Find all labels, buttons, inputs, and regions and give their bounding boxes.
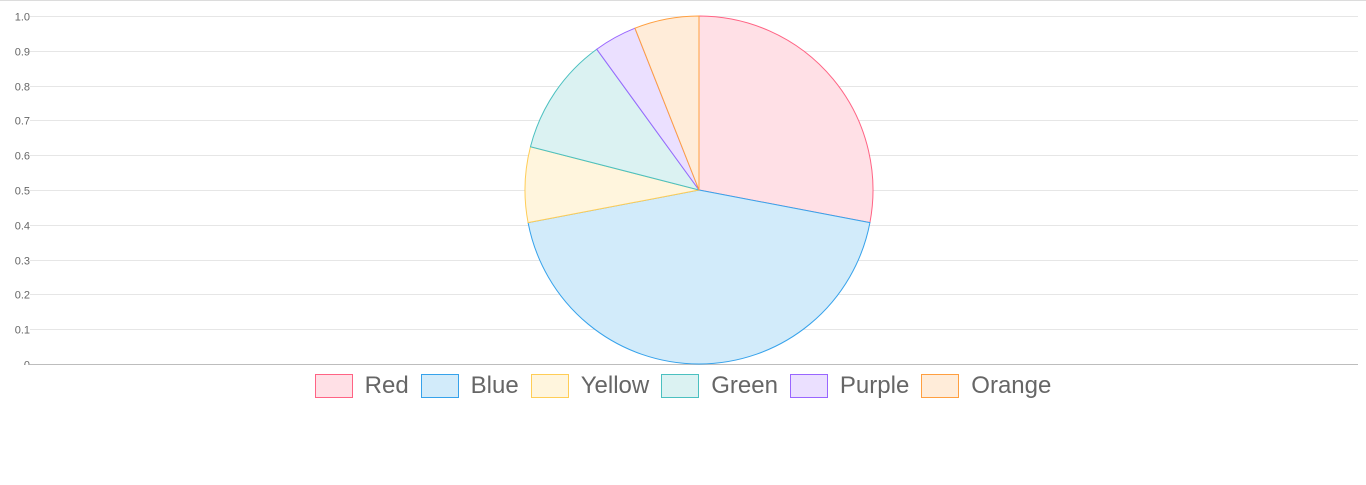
y-tick-label: 0 (24, 360, 30, 366)
y-tick-label: 0.9 (15, 47, 30, 59)
top-border (0, 0, 1366, 1)
legend-item-yellow[interactable]: Yellow (530, 372, 650, 400)
y-tick-label: 0.4 (15, 221, 30, 233)
y-tick-label: 0.6 (15, 151, 30, 163)
legend-item-purple[interactable]: Purple (789, 372, 910, 400)
legend-swatch (530, 374, 569, 398)
pie-slice-red[interactable] (698, 15, 874, 224)
pie-slice-green[interactable] (529, 48, 700, 191)
legend-label: Green (711, 372, 778, 399)
y-tick-label: 0.3 (15, 256, 30, 268)
pie-chart: 0 0.1 0.2 0.3 0.4 0.5 0.6 0.7 0.8 0.9 1.0 (15, 12, 1358, 366)
pie-slices (524, 15, 874, 365)
legend-swatch (661, 374, 700, 398)
legend-swatch (921, 374, 960, 398)
pie-slice-blue[interactable] (527, 189, 871, 365)
legend-label: Yellow (580, 372, 650, 399)
y-axis: 0 0.1 0.2 0.3 0.4 0.5 0.6 0.7 0.8 0.9 1.0 (15, 12, 30, 366)
y-tick-label: 0.2 (15, 290, 30, 302)
y-tick-label: 0.5 (15, 186, 30, 198)
y-tick-label: 1.0 (15, 12, 30, 24)
y-tick-label: 0.7 (15, 116, 30, 128)
legend-swatch (420, 374, 459, 398)
pie-slice-orange[interactable] (634, 15, 700, 191)
legend-swatch (789, 374, 828, 398)
legend-item-green[interactable]: Green (661, 372, 778, 400)
legend-swatch (314, 374, 353, 398)
legend-label: Purple (839, 372, 910, 399)
y-tick-label: 0.8 (15, 82, 30, 94)
legend-label: Blue (470, 372, 519, 399)
legend-label: Orange (971, 372, 1052, 399)
legend-label: Red (364, 372, 409, 399)
chart-legend: Red Blue Yellow Green Purple Orange (0, 368, 1366, 404)
y-tick-label: 0.1 (15, 325, 30, 337)
legend-item-red[interactable]: Red (314, 372, 409, 400)
legend-item-blue[interactable]: Blue (420, 372, 519, 400)
legend-item-orange[interactable]: Orange (921, 372, 1051, 400)
